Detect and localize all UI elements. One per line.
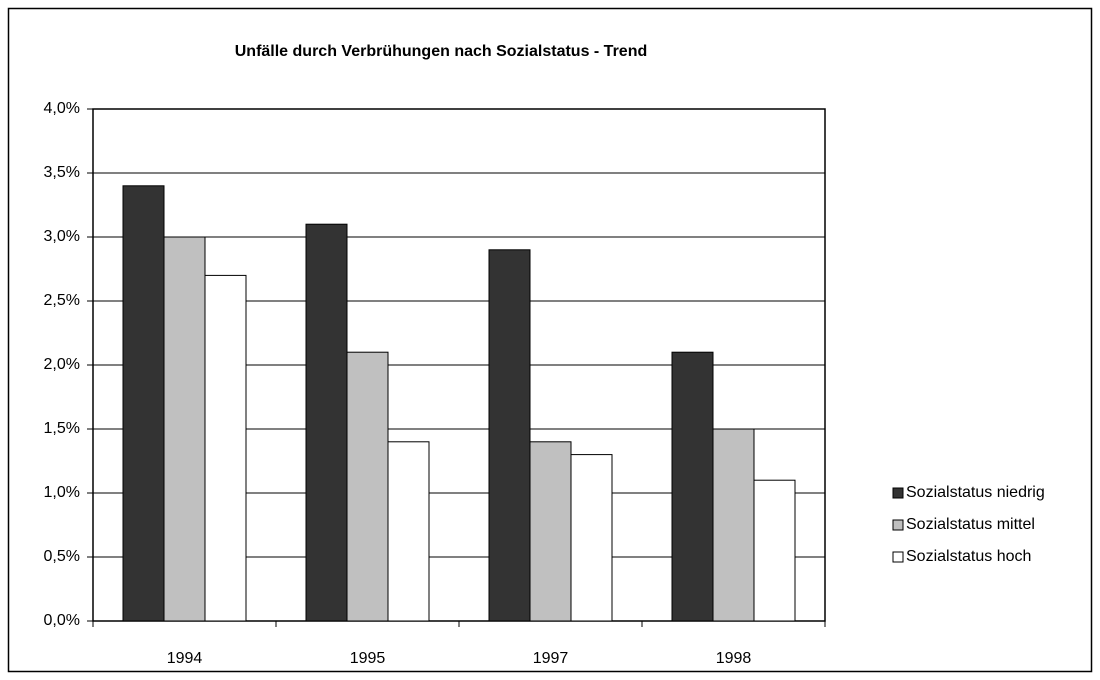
chart-title: Unfälle durch Verbrühungen nach Sozialst… (235, 43, 648, 60)
bar (204, 274, 247, 622)
legend-swatch (892, 487, 904, 499)
y-tick-label: 2,0% (44, 356, 80, 373)
y-tick-label: 1,0% (44, 484, 80, 501)
bar (346, 351, 389, 622)
x-tick-label: 1997 (533, 650, 569, 667)
bar (163, 236, 206, 622)
bar (305, 223, 348, 622)
bar (488, 249, 531, 622)
legend-label: Sozialstatus hoch (906, 548, 1031, 565)
bar (712, 428, 755, 622)
y-tick-label: 0,5% (44, 548, 80, 565)
x-tick-label: 1998 (716, 650, 752, 667)
legend-swatch (892, 519, 904, 531)
x-tick-label: 1994 (167, 650, 203, 667)
legend-label: Sozialstatus mittel (906, 516, 1035, 533)
bar (387, 441, 430, 622)
y-tick-label: 3,0% (44, 228, 80, 245)
bar (122, 185, 165, 622)
legend-label: Sozialstatus niedrig (906, 484, 1045, 501)
y-tick-label: 4,0% (44, 100, 80, 117)
bar (570, 454, 613, 622)
y-tick-label: 2,5% (44, 292, 80, 309)
y-tick-label: 3,5% (44, 164, 80, 181)
x-tick-label: 1995 (350, 650, 386, 667)
y-tick-label: 1,5% (44, 420, 80, 437)
bar (753, 479, 796, 622)
bar (529, 441, 572, 622)
legend-swatch (892, 551, 904, 563)
y-tick-label: 0,0% (44, 612, 80, 629)
bar (671, 351, 714, 622)
